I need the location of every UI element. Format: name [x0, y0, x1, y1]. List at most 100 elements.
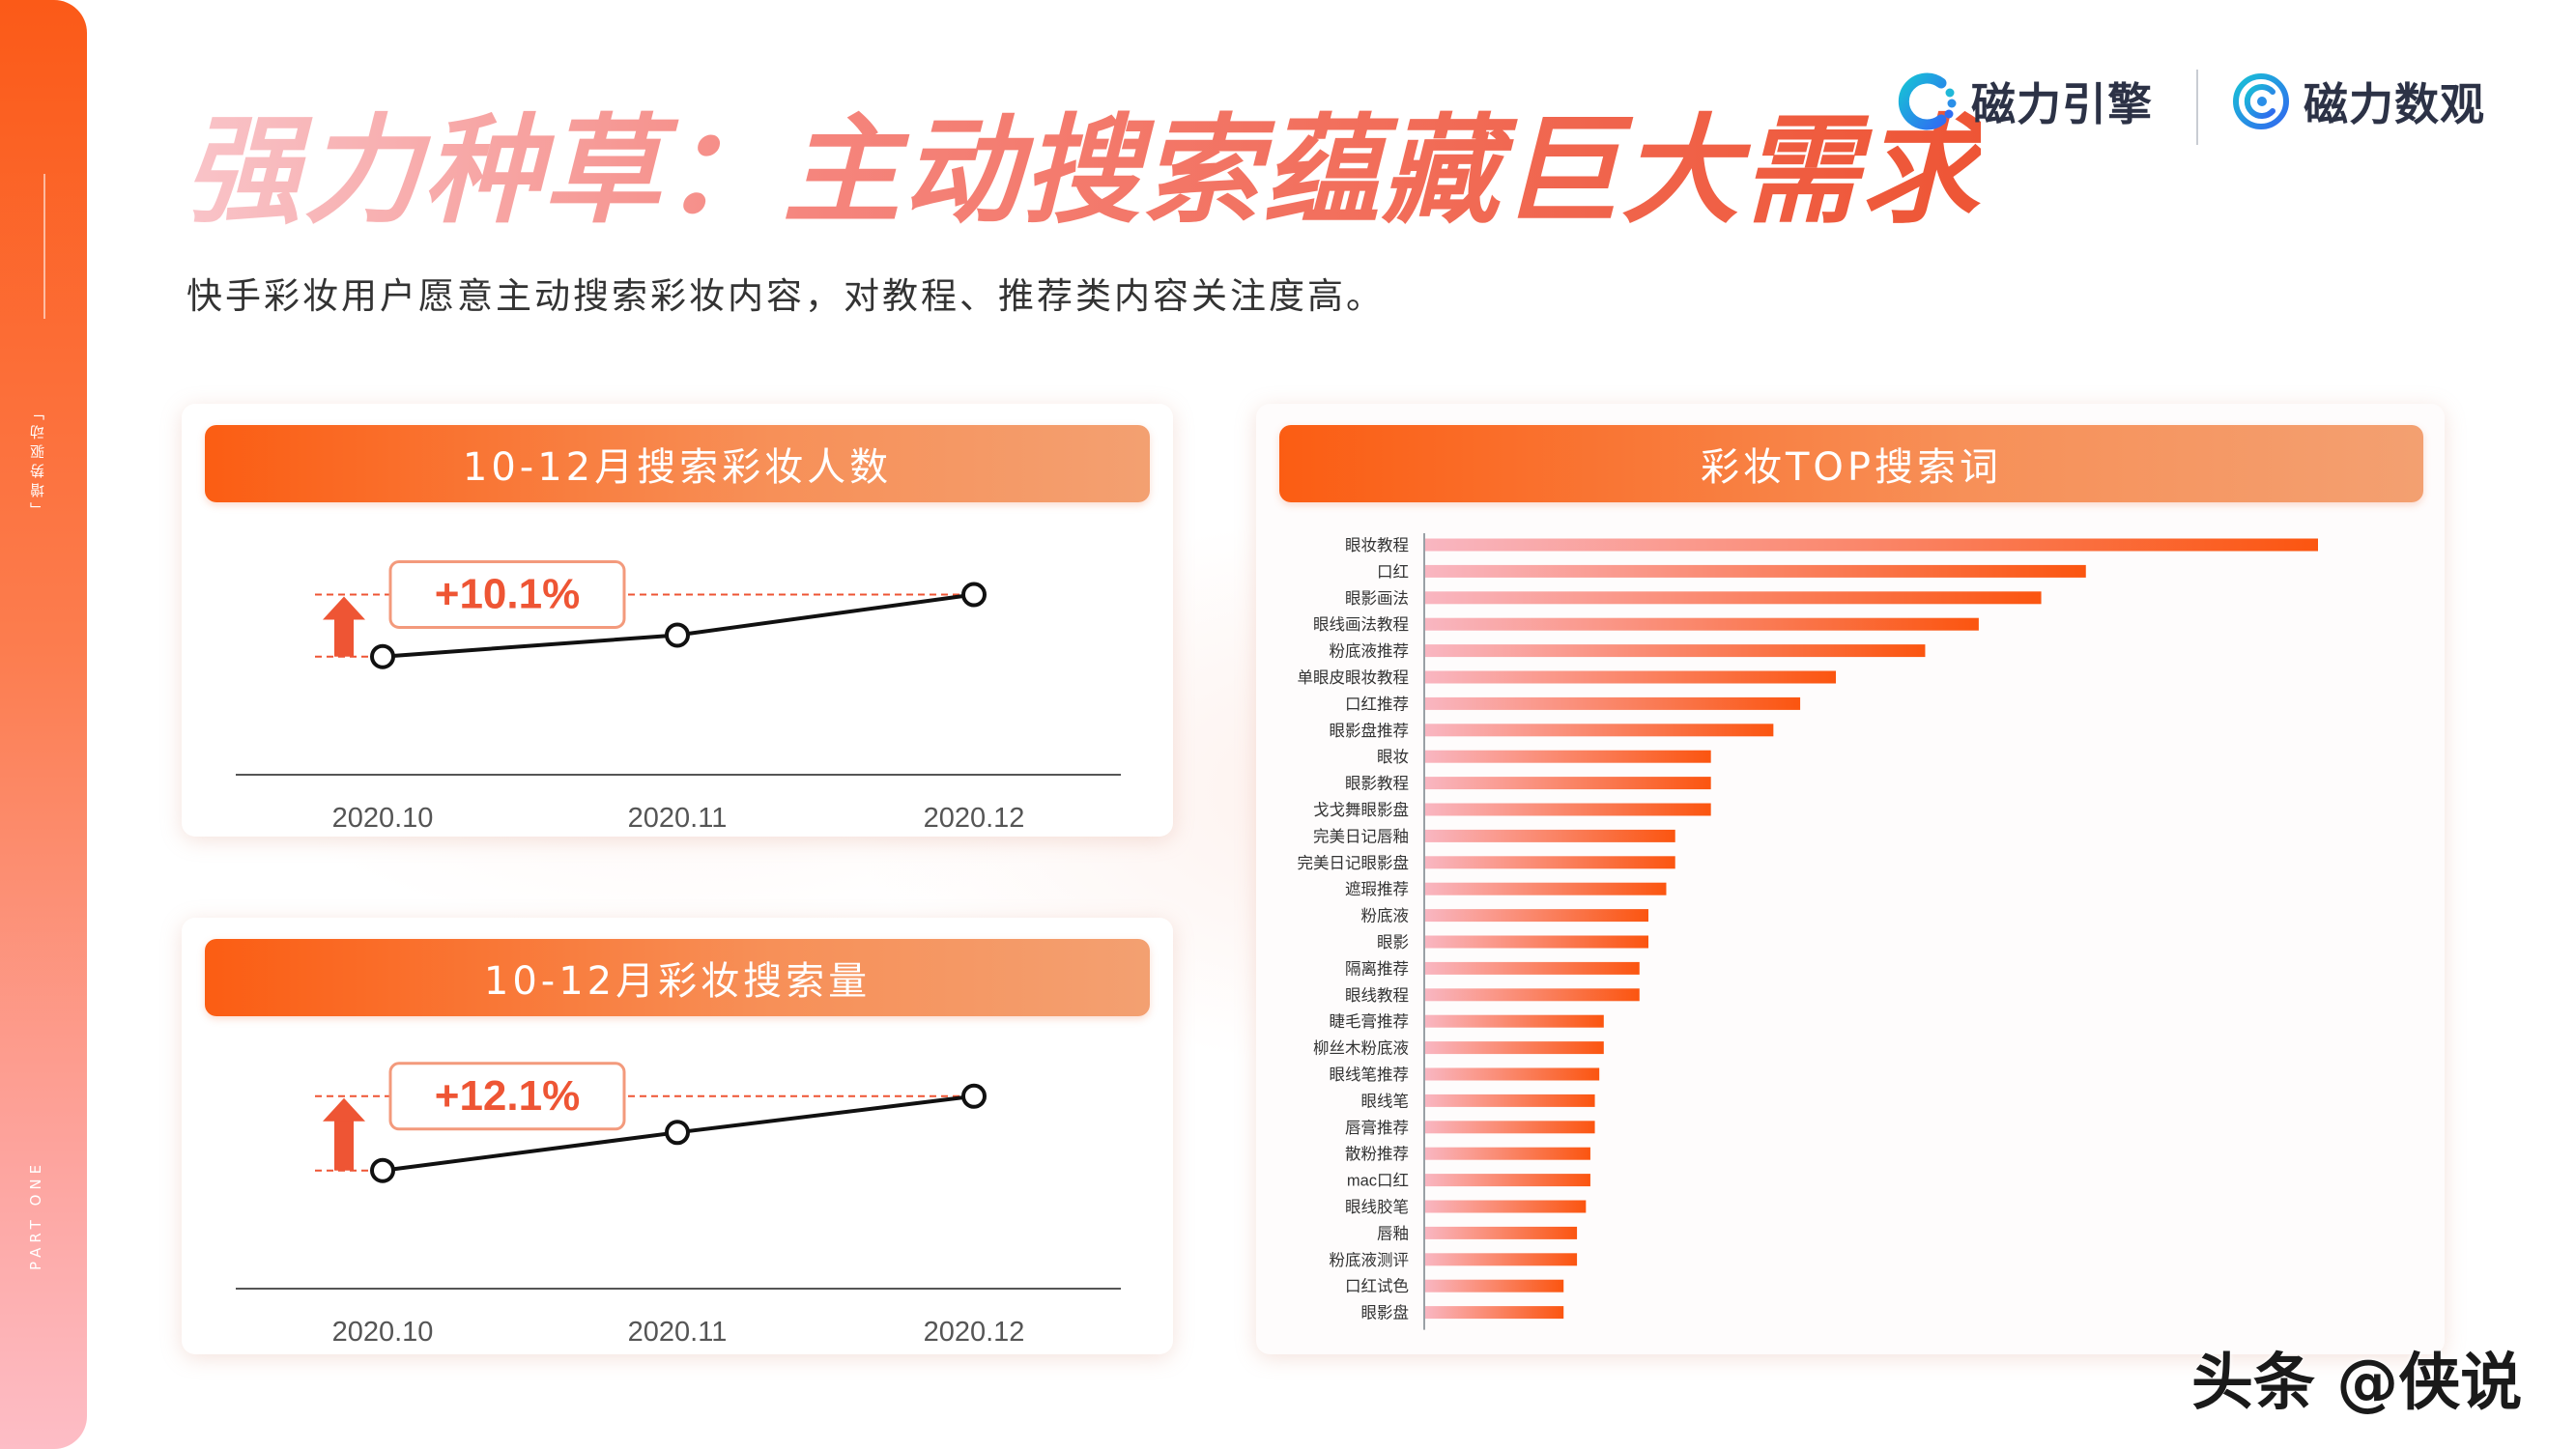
category-label: 口红 [1377, 562, 1409, 581]
part-label: PART ONE [27, 1159, 44, 1270]
x-tick-label: 2020.10 [332, 1317, 434, 1348]
category-label: 眼线胶笔 [1345, 1198, 1409, 1216]
bar [1425, 829, 1675, 842]
growth-arrow-head-icon [323, 596, 365, 620]
search-volume-card: 10-12月彩妆搜索量 +12.1% 2020.10 2020.11 2020.12 [182, 918, 1173, 1354]
category-label: 戈戈舞眼影盘 [1313, 801, 1409, 819]
category-label: 完美日记眼影盘 [1298, 854, 1410, 872]
bar [1425, 591, 2042, 605]
cili-data-icon [2233, 73, 2289, 129]
bar [1425, 856, 1675, 869]
data-point [961, 582, 987, 608]
bar [1425, 935, 1648, 949]
category-label: 柳丝木粉底液 [1313, 1039, 1409, 1058]
bar [1425, 1279, 1564, 1293]
category-label: 单眼皮眼妆教程 [1298, 668, 1410, 687]
bar [1425, 538, 2318, 552]
growth-arrow-shaft [334, 617, 354, 657]
category-label: 眼影 [1377, 933, 1409, 952]
brand-a-name: 磁力引擎 [1971, 78, 2153, 130]
bar [1425, 1067, 1600, 1081]
search-users-chart-title: 10-12月搜索彩妆人数 [205, 425, 1150, 502]
bar [1425, 882, 1667, 895]
page-title: 强力种草：主动搜索蕴藏巨大需求 [184, 75, 1981, 246]
bar [1425, 909, 1648, 923]
category-label: 粉底液推荐 [1330, 642, 1410, 661]
x-tick-label: 2020.12 [924, 1317, 1025, 1348]
watermark: 头条 @侠说 [2191, 1348, 2523, 1419]
bar [1425, 696, 1801, 710]
category-label: 唇釉 [1377, 1224, 1409, 1242]
category-label: 眼线画法教程 [1313, 615, 1409, 634]
growth-arrow-head-icon [323, 1097, 365, 1122]
category-label: 眼线笔 [1361, 1092, 1410, 1110]
search-volume-line-chart: +12.1% 2020.10 2020.11 2020.12 [236, 1062, 1121, 1348]
page-subtitle: 快手彩妆用户愿意主动搜索彩妆内容，对教程、推荐类内容关注度高。 [186, 275, 1385, 317]
growth-label: +12.1% [435, 1072, 580, 1120]
search-volume-chart-title: 10-12月彩妆搜索量 [205, 939, 1150, 1016]
bar [1425, 724, 1774, 737]
side-divider [43, 174, 45, 319]
bar [1425, 617, 1979, 631]
top-search-terms-card: 彩妆TOP搜索词 眼妆教程口红眼影画法眼线画法教程粉底液推荐单眼皮眼妆教程口红推… [1256, 404, 2445, 1354]
data-point [370, 1157, 395, 1183]
bar [1425, 1041, 1604, 1055]
logo-cili-data: 磁力数观 [2230, 70, 2485, 133]
top-search-terms-bar-chart: 眼妆教程口红眼影画法眼线画法教程粉底液推荐单眼皮眼妆教程口红推荐眼影盘推荐眼妆眼… [1298, 533, 2318, 1330]
bar [1425, 1014, 1604, 1028]
bar [1425, 1226, 1578, 1239]
bar [1425, 1147, 1590, 1160]
bar [1425, 1094, 1595, 1107]
category-label: 散粉推荐 [1345, 1145, 1409, 1163]
data-point [665, 1120, 690, 1146]
category-label: 隔离推荐 [1345, 959, 1409, 978]
x-tick-label: 2020.12 [924, 803, 1025, 834]
brand-b-name: 磁力数观 [2304, 78, 2485, 130]
bar [1425, 988, 1640, 1002]
category-label: 粉底液 [1361, 907, 1410, 925]
growth-label-box [388, 560, 626, 630]
category-label: 眼妆教程 [1345, 536, 1409, 554]
side-bar: 「增势驱动」 PART ONE [0, 0, 87, 1449]
data-point [961, 1083, 987, 1109]
logo-cili-engine: 磁力引擎 [1896, 70, 2153, 133]
growth-arrow-shaft [334, 1119, 354, 1171]
bar [1425, 670, 1837, 684]
category-label: 唇膏推荐 [1345, 1118, 1409, 1137]
category-label: 遮瑕推荐 [1345, 880, 1409, 898]
section-tag: 「增势驱动」 [29, 401, 46, 517]
category-label: 眼线教程 [1345, 986, 1409, 1005]
bar [1425, 750, 1711, 763]
bar [1425, 1121, 1595, 1134]
cili-engine-icon [1898, 72, 1957, 130]
search-users-card: 10-12月搜索彩妆人数 +10.1% 2020.10 2020.11 2020.12 [182, 404, 1173, 837]
logo-divider [2196, 70, 2198, 145]
bar [1425, 777, 1711, 790]
category-label: 眼妆 [1377, 748, 1409, 766]
category-label: 口红推荐 [1345, 695, 1409, 713]
category-label: 眼影画法 [1345, 589, 1409, 608]
category-label: 粉底液测评 [1330, 1251, 1410, 1269]
search-users-line-chart: +10.1% 2020.10 2020.11 2020.12 [236, 560, 1121, 834]
category-label: 完美日记唇釉 [1313, 827, 1409, 845]
bar [1425, 1253, 1578, 1266]
category-label: 口红试色 [1345, 1277, 1409, 1295]
x-tick-label: 2020.11 [628, 1317, 728, 1348]
bar [1425, 1306, 1564, 1320]
category-label: 眼线笔推荐 [1330, 1065, 1410, 1084]
bar [1425, 644, 1926, 658]
data-point [370, 643, 395, 669]
x-tick-label: 2020.11 [628, 803, 728, 834]
top-search-terms-chart-title: 彩妆TOP搜索词 [1279, 425, 2423, 502]
growth-label-box [388, 1062, 626, 1131]
growth-label: +10.1% [435, 571, 580, 618]
x-tick-label: 2020.10 [332, 803, 434, 834]
data-point [665, 622, 690, 648]
category-label: mac口红 [1347, 1172, 1409, 1190]
category-label: 睫毛膏推荐 [1330, 1011, 1410, 1031]
bar [1425, 1174, 1590, 1187]
category-label: 眼影盘推荐 [1330, 722, 1410, 740]
bar [1425, 803, 1711, 816]
category-label: 眼影教程 [1345, 775, 1409, 793]
bar [1425, 564, 2086, 578]
